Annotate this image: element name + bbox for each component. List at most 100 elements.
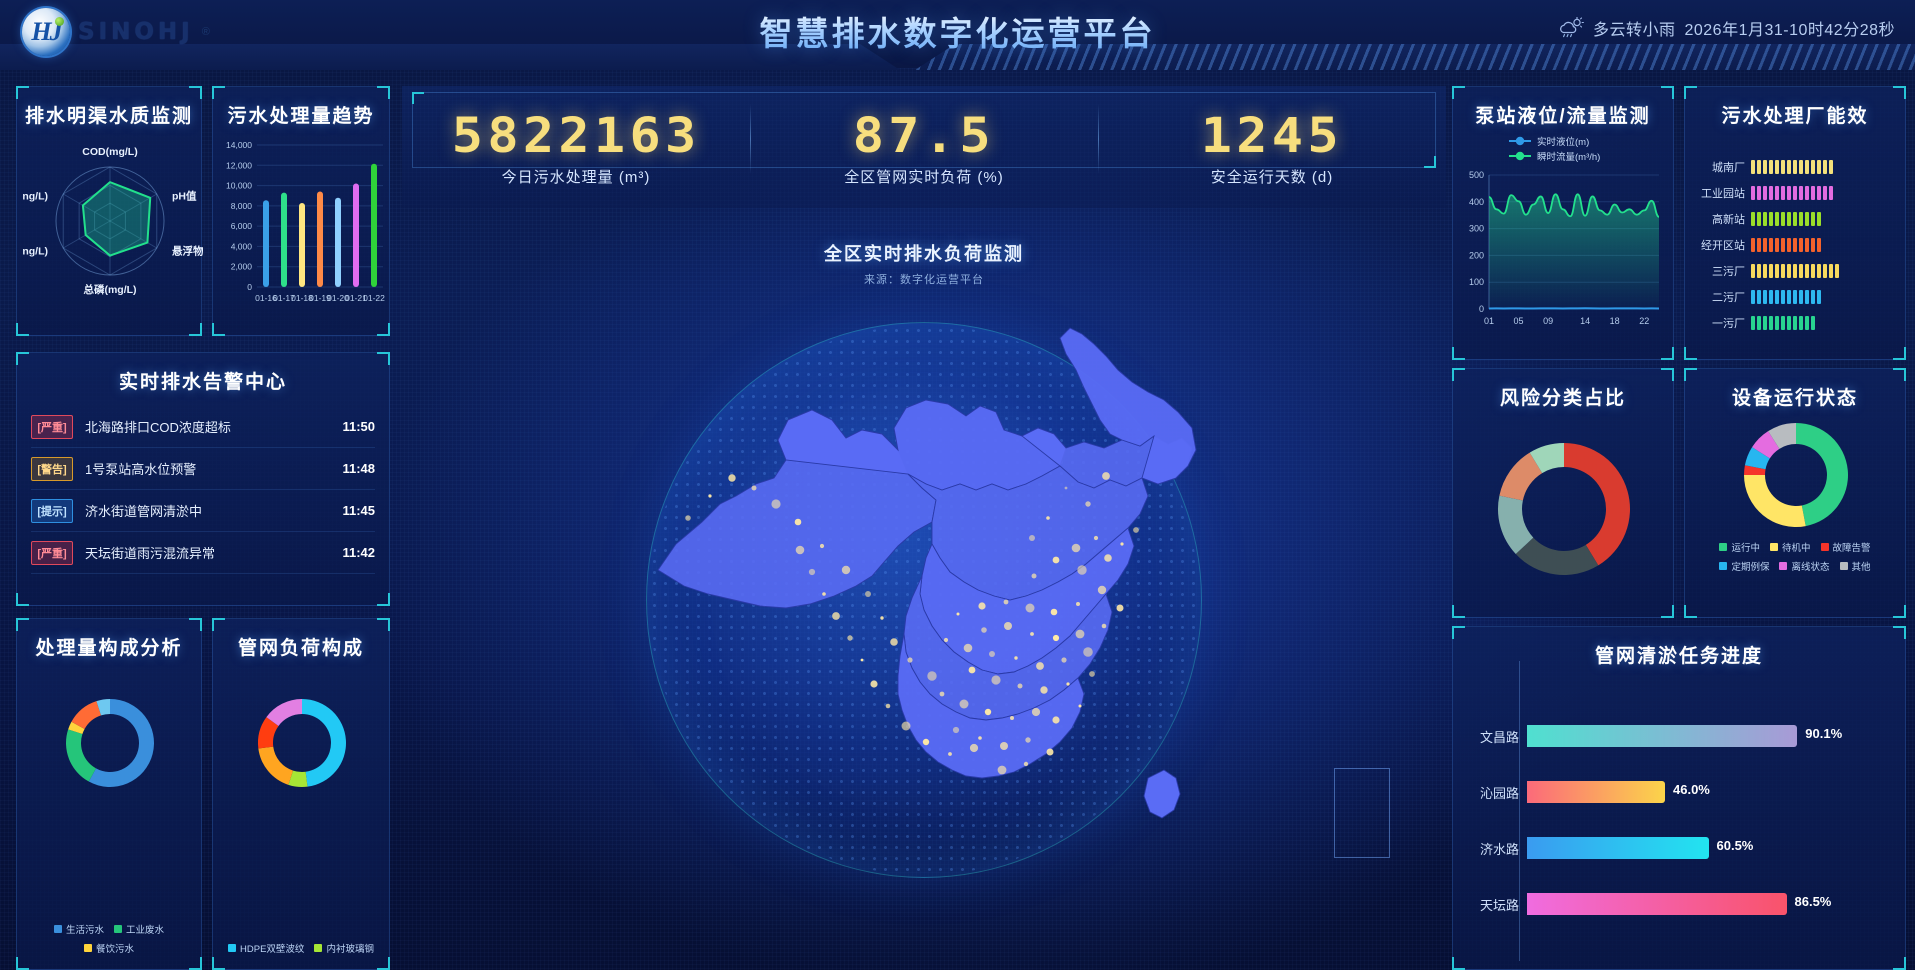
plant-bar-segment	[1775, 290, 1779, 304]
brand-logo[interactable]: SINOHJ ®	[22, 8, 210, 56]
task-row[interactable]: 天坛路 86.5%	[1459, 876, 1893, 932]
alarm-row[interactable]: [严重] 天坛街道雨污混流异常 11:42	[31, 532, 375, 574]
task-row[interactable]: 沁园路 46.0%	[1459, 764, 1893, 820]
legend-label: 生活污水	[65, 925, 104, 936]
map-subtitle: 来源：数字化运营平台	[864, 274, 984, 286]
china-map[interactable]	[636, 308, 1212, 868]
plant-row[interactable]: 一污厂	[1693, 310, 1897, 336]
compose-title: 处理量构成分析	[35, 638, 183, 659]
alarm-list[interactable]: [严重] 北海路排口COD浓度超标 11:50 [警告] 1号泵站高水位预警 11:48[…	[17, 406, 389, 574]
plant-bar-segment	[1763, 290, 1767, 304]
pump-line-chart[interactable]: 0 100 200 300 400 500 01 05 09 14 18 22 实时液位(m) 瞬时流量(…	[1453, 133, 1675, 355]
task-track: 90.1%	[1527, 725, 1893, 747]
plant-bar-segment	[1799, 160, 1803, 174]
legend-item[interactable]: 待机中	[1769, 540, 1811, 554]
legend-item[interactable]: 运行中	[1719, 540, 1760, 554]
plant-bar-segment	[1757, 264, 1761, 278]
compose-legend: 生活污水 工业废水餐饮污水	[17, 922, 201, 955]
plant-row[interactable]: 高新站	[1693, 206, 1897, 232]
plant-bar	[1751, 160, 1833, 174]
datetime-text: 2026年1月31-10时42分28秒	[1684, 22, 1895, 39]
weather-text: 多云转小雨	[1592, 22, 1676, 39]
kpi-item-1[interactable]: 87.5 全区管网实时负荷 (%)	[750, 86, 1098, 208]
plant-efficiency-chart[interactable]: 城南厂 工业园站 高新站经开区站三污厂二污厂一污厂	[1685, 154, 1905, 336]
alarm-time: 11:48	[342, 461, 375, 476]
kpi-item-0[interactable]: 5822163 今日污水处理量 (m³)	[402, 86, 750, 208]
map-panel[interactable]: 全区实时排水负荷监测 来源：数字化运营平台	[402, 216, 1446, 970]
plant-name: 经开区站	[1701, 240, 1745, 252]
legend-color-swatch	[1779, 562, 1788, 570]
plant-bar-segment	[1757, 212, 1761, 226]
legend-item[interactable]: 餐饮污水	[83, 941, 134, 955]
kpi-panel: 5822163 今日污水处理量 (m³) 87.5 全区管网实时负荷 (%) 1…	[402, 86, 1446, 208]
legend-item[interactable]: 其他	[1839, 559, 1871, 573]
plant-bar-segment	[1757, 160, 1761, 174]
alarm-row[interactable]: [严重] 北海路排口COD浓度超标 11:50	[31, 406, 375, 448]
legend-item[interactable]: 定期例保	[1719, 559, 1769, 573]
plant-bar-segment	[1769, 264, 1773, 278]
legend-item[interactable]: 生活污水	[53, 922, 104, 936]
svg-text:12,000: 12,000	[226, 160, 252, 170]
plant-bar-segment	[1769, 212, 1773, 226]
pipe-load-panel: 管网负荷构成 HDPE双壁波纹 内衬玻璃钢	[212, 618, 390, 970]
task-value-label: 86.5%	[1794, 894, 1832, 909]
task-row[interactable]: 文昌路 90.1%	[1459, 708, 1893, 764]
plant-bar-segment	[1793, 264, 1797, 278]
svg-text:ng/L): ng/L)	[22, 190, 48, 202]
task-progress-chart[interactable]: 文昌路 90.1% 沁园路 46.0% 济水路 60.5% 天坛路 86.5%	[1453, 708, 1905, 932]
svg-text:01: 01	[1484, 316, 1494, 326]
alarm-message: 天坛街道雨污混流异常	[85, 546, 216, 561]
task-name: 沁园路	[1479, 785, 1519, 801]
plant-bar	[1751, 238, 1821, 252]
equip-panel: 设备运行状态 运行中 待机中 故障告警 定期例保 离线状态 其他	[1684, 368, 1906, 618]
alarm-panel: 实时排水告警中心 [严重] 北海路排口COD浓度超标 11:50 [警告] 1号泵站高水…	[16, 352, 390, 606]
legend-item[interactable]: 故障告警	[1820, 540, 1871, 554]
alarm-time: 11:45	[342, 503, 375, 518]
trend-bar-chart[interactable]: 0 2,000 4,000 6,000 8,000 10,000 12,000 14,000 0…	[213, 135, 391, 333]
plant-bar-segment	[1757, 290, 1761, 304]
legend-item[interactable]: HDPE双壁波纹	[228, 941, 304, 955]
plant-bar-segment	[1781, 316, 1785, 330]
legend-item[interactable]: 内衬玻璃钢	[314, 941, 374, 955]
plant-row[interactable]: 工业园站	[1693, 180, 1897, 206]
plant-bar-segment	[1811, 264, 1815, 278]
pipe-load-legend: HDPE双壁波纹 内衬玻璃钢	[213, 941, 389, 955]
plant-bar-segment	[1757, 316, 1761, 330]
alarm-row[interactable]: [提示] 济水街道管网清淤中 11:45	[31, 490, 375, 532]
plant-row[interactable]: 经开区站	[1693, 232, 1897, 258]
kpi-item-2[interactable]: 1245 安全运行天数 (d)	[1098, 86, 1446, 208]
task-row[interactable]: 济水路 60.5%	[1459, 820, 1893, 876]
plant-name: 一污厂	[1712, 318, 1745, 330]
equip-donut-chart[interactable]	[1685, 411, 1907, 551]
plant-bar-segment	[1817, 160, 1821, 174]
svg-text:ng/L): ng/L)	[22, 245, 48, 257]
plant-bar	[1751, 212, 1821, 226]
alarm-row[interactable]: [警告] 1号泵站高水位预警 11:48	[31, 448, 375, 490]
risk-donut-chart[interactable]	[1453, 425, 1675, 605]
plant-row[interactable]: 城南厂	[1693, 154, 1897, 180]
plant-bar-segment	[1793, 186, 1797, 200]
plant-bar-segment	[1775, 238, 1779, 252]
plant-row[interactable]: 二污厂	[1693, 284, 1897, 310]
plant-bar-segment	[1775, 264, 1779, 278]
svg-text:09: 09	[1543, 316, 1553, 326]
kpi-label-1: 全区管网实时负荷 (%)	[844, 168, 1004, 186]
plant-name: 三污厂	[1712, 266, 1745, 278]
alarm-message: 北海路排口COD浓度超标	[85, 420, 231, 435]
plant-bar-segment	[1781, 186, 1785, 200]
plant-bar-segment	[1799, 264, 1803, 278]
legend-item[interactable]: 离线状态	[1779, 559, 1830, 573]
pipe-load-donut-chart[interactable]	[213, 681, 391, 861]
legend-item[interactable]: 工业废水	[114, 922, 164, 936]
plant-row[interactable]: 三污厂	[1693, 258, 1897, 284]
svg-text:14,000: 14,000	[226, 140, 252, 150]
svg-text:500: 500	[1469, 170, 1484, 180]
plant-bar-segment	[1793, 212, 1797, 226]
kpi-value-1: 87.5	[852, 107, 996, 164]
svg-text:6,000: 6,000	[231, 221, 253, 231]
plant-bar-segment	[1805, 264, 1809, 278]
plant-bar-segment	[1769, 186, 1773, 200]
plant-bar-segment	[1799, 238, 1803, 252]
compose-donut-chart[interactable]	[17, 681, 203, 861]
